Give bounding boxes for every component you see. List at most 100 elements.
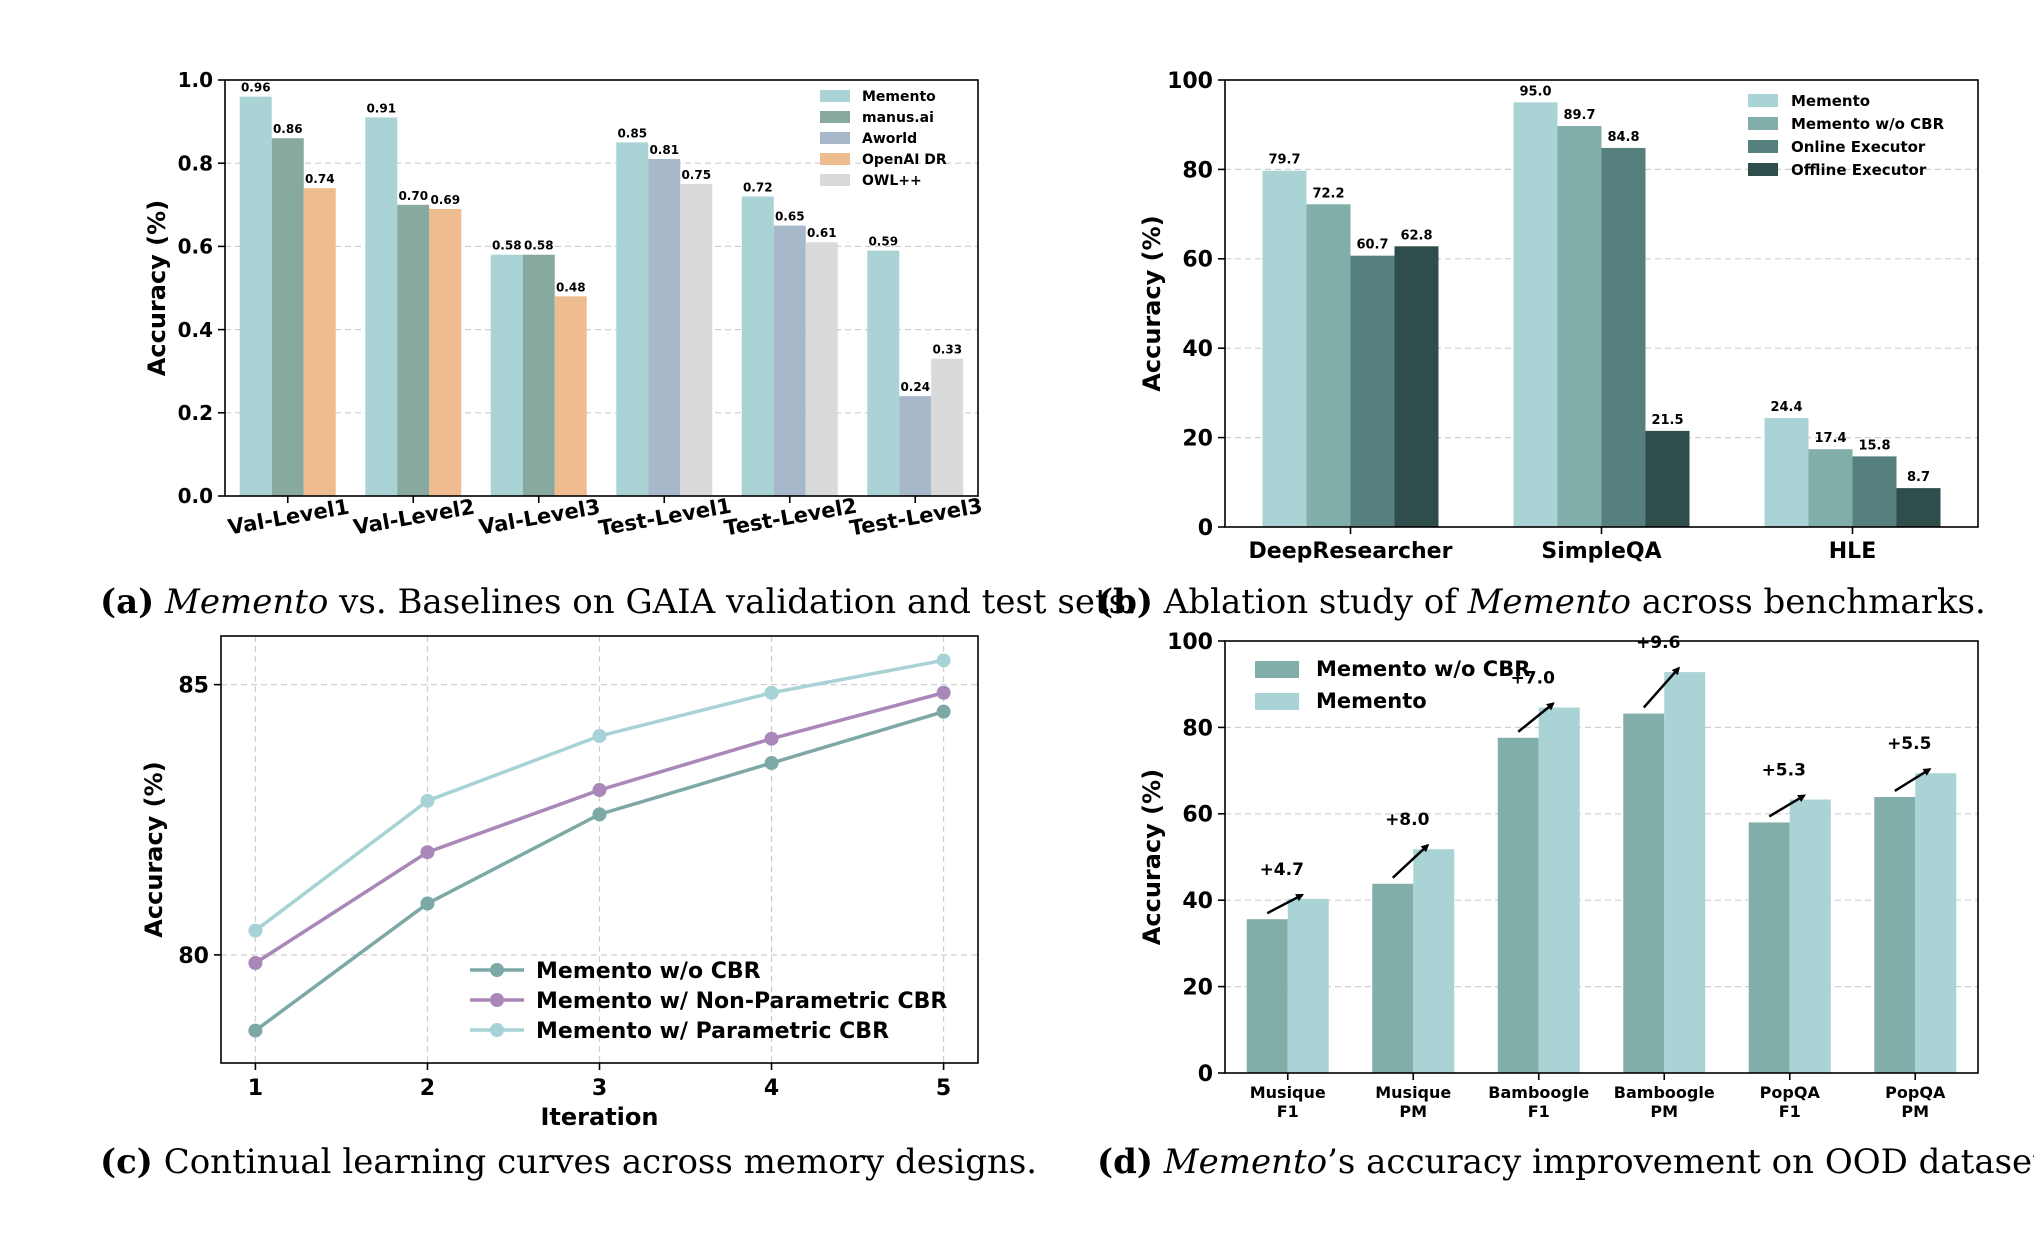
x-tick-label-hle: HLE: [1829, 539, 1876, 564]
bar-manus-ai-val-level3: [522, 254, 555, 496]
improvement-label-bamboogle-f1: +7.0: [1511, 669, 1556, 689]
bar-memento-bamboogle-f1: [1538, 707, 1580, 1073]
bar-openai-dr-val-level2: [429, 208, 462, 496]
improvement-label-popqa-f1: +5.3: [1762, 761, 1806, 781]
y-tick-label-a: 0.4: [178, 318, 213, 342]
y-tick-label-b: 100: [1167, 69, 1213, 94]
x-tick-label-c: 1: [248, 1076, 263, 1101]
x-tick-label-d-line2: F1: [1779, 1102, 1801, 1121]
data-label-offline-executor-simpleqa: 21.5: [1651, 413, 1683, 428]
x-tick-label-d-line2: PM: [1650, 1102, 1678, 1121]
point-memento-w-o-cbr-4: [764, 756, 779, 771]
x-tick-label-simpleqa: SimpleQA: [1541, 539, 1661, 564]
data-label-memento-w-o-cbr-hle: 17.4: [1814, 431, 1846, 446]
point-memento-w-parametric-cbr-2: [420, 793, 435, 808]
data-label-manus-ai-val-level2: 0.70: [398, 189, 428, 203]
data-label-online-executor-simpleqa: 84.8: [1607, 130, 1639, 145]
x-tick-label-deepresearcher: DeepResearcher: [1249, 539, 1453, 564]
legend-a: Memento manus.ai Aworld OpenAI DR OWL++: [820, 89, 947, 189]
bar-memento-popqa-f1: [1789, 799, 1831, 1073]
y-tick-label-c: 85: [178, 674, 209, 699]
legend-label-c-memento-w-parametric-cbr: Memento w/ Parametric CBR: [536, 1019, 889, 1044]
x-tick-label-d-line2: F1: [1277, 1102, 1299, 1121]
data-label-memento-test-level1: 0.85: [617, 126, 647, 140]
improvement-arrow: [1517, 702, 1555, 733]
bar-memento-musique-f1: [1287, 898, 1329, 1073]
y-tick-label-a: 1.0: [178, 68, 213, 92]
bar-memento-bamboogle-pm: [1664, 672, 1706, 1073]
data-label-openai-dr-val-level2: 0.69: [430, 193, 460, 207]
chart-d: 020406080100+4.7MusiqueF1+8.0MusiquePM+7…: [1138, 630, 1979, 1121]
data-label-manus-ai-val-level3: 0.58: [524, 239, 554, 253]
improvement-arrow: [1391, 843, 1430, 879]
legend-d: Memento w/o CBR Memento: [1255, 657, 1530, 713]
bar-memento-val-level1: [239, 96, 272, 496]
data-label-memento-simpleqa: 95.0: [1519, 84, 1551, 99]
chart-b: 0 20 40 60 80 100 79.7 72.2 60.7 62.8 DeepResearch…: [1138, 69, 1979, 564]
y-tick-label-b: 20: [1182, 427, 1213, 452]
data-label-memento-val-level1: 0.96: [241, 81, 271, 95]
data-label-memento-val-level2: 0.91: [366, 101, 396, 115]
bar-memento-val-level2: [365, 117, 398, 496]
x-tick-label-d-line1: PopQA: [1885, 1083, 1946, 1102]
legend-label-d-memento-w-o-cbr: Memento w/o CBR: [1316, 657, 1530, 681]
point-memento-w-o-cbr-2: [420, 896, 435, 911]
bar-openai-dr-val-level3: [554, 296, 587, 496]
legend-marker-c-memento-w-o-cbr: [490, 963, 504, 977]
legend-label-openai-dr: OpenAI DR: [862, 152, 947, 168]
bar-owl-test-level1: [680, 184, 713, 496]
data-label-memento-test-level3: 0.59: [868, 235, 898, 249]
bar-wo-cbr-bamboogle-pm: [1623, 713, 1665, 1073]
legend-swatch-openai-dr: [820, 153, 850, 165]
legend-b: Memento Memento w/o CBR Online Executor Off…: [1748, 92, 1945, 179]
legend-label-c-memento-w-non-parametric-cbr: Memento w/ Non-Parametric CBR: [536, 989, 947, 1014]
data-label-aworld-test-level2: 0.65: [775, 210, 805, 224]
improvement-arrow: [1642, 666, 1681, 709]
x-tick-label-d-line1: Bamboogle: [1614, 1083, 1715, 1102]
legend-swatch-aworld: [820, 132, 850, 144]
legend-swatch-manus-ai: [820, 111, 850, 123]
point-memento-w-parametric-cbr-1: [248, 923, 263, 938]
y-tick-label-a: 0.6: [178, 235, 213, 259]
data-label-owl-test-level1: 0.75: [681, 168, 711, 182]
legend-swatch-owl: [820, 174, 850, 186]
x-axis-label-c: Iteration: [541, 1103, 659, 1131]
bar-memento-test-level1: [616, 142, 649, 496]
bar-memento-w-o-cbr-hle: [1808, 449, 1853, 527]
point-memento-w-parametric-cbr-3: [592, 728, 607, 743]
bar-wo-cbr-musique-f1: [1246, 919, 1288, 1073]
bar-owl-test-level2: [805, 242, 838, 496]
data-label-online-executor-deepresearcher: 60.7: [1356, 238, 1388, 253]
point-memento-w-parametric-cbr-4: [764, 685, 779, 700]
legend-label-aworld: Aworld: [862, 131, 917, 147]
x-tick-label-d-line1: Musique: [1375, 1083, 1451, 1102]
data-label-owl-test-level2: 0.61: [807, 226, 837, 240]
bar-owl-test-level3: [931, 358, 964, 496]
bar-memento-w-o-cbr-simpleqa: [1557, 126, 1602, 527]
legend-label-b-memento: Memento: [1791, 92, 1870, 110]
bar-memento-deepresearcher: [1262, 170, 1307, 527]
legend-label-owl: OWL++: [862, 173, 922, 189]
y-tick-label-d: 60: [1182, 803, 1213, 828]
bar-offline-executor-simpleqa: [1645, 430, 1690, 527]
plot-frame-d: [1224, 640, 1979, 1074]
x-tick-label-c: 3: [592, 1076, 607, 1101]
bar-wo-cbr-popqa-f1: [1748, 822, 1790, 1073]
y-tick-label-a: 0.0: [178, 484, 213, 508]
bar-memento-popqa-pm: [1915, 773, 1957, 1073]
improvement-label-popqa-pm: +5.5: [1887, 734, 1931, 754]
legend-swatch-d-memento-w-o-cbr: [1255, 661, 1299, 678]
y-tick-label-b: 0: [1198, 516, 1213, 541]
point-memento-w-non-parametric-cbr-3: [592, 783, 607, 798]
y-axis-label-b: Accuracy (%): [1138, 215, 1166, 391]
x-tick-label-d-line2: PM: [1901, 1102, 1929, 1121]
y-tick-label-d: 80: [1182, 716, 1213, 741]
bar-wo-cbr-musique-pm: [1372, 883, 1414, 1073]
data-label-online-executor-hle: 15.8: [1858, 438, 1890, 453]
bar-memento-w-o-cbr-deepresearcher: [1306, 204, 1351, 528]
plot-frame-c: [220, 635, 979, 1064]
improvement-label-bamboogle-pm: +9.6: [1636, 633, 1680, 653]
y-axis-label-a: Accuracy (%): [143, 200, 171, 376]
point-memento-w-non-parametric-cbr-5: [936, 685, 951, 700]
